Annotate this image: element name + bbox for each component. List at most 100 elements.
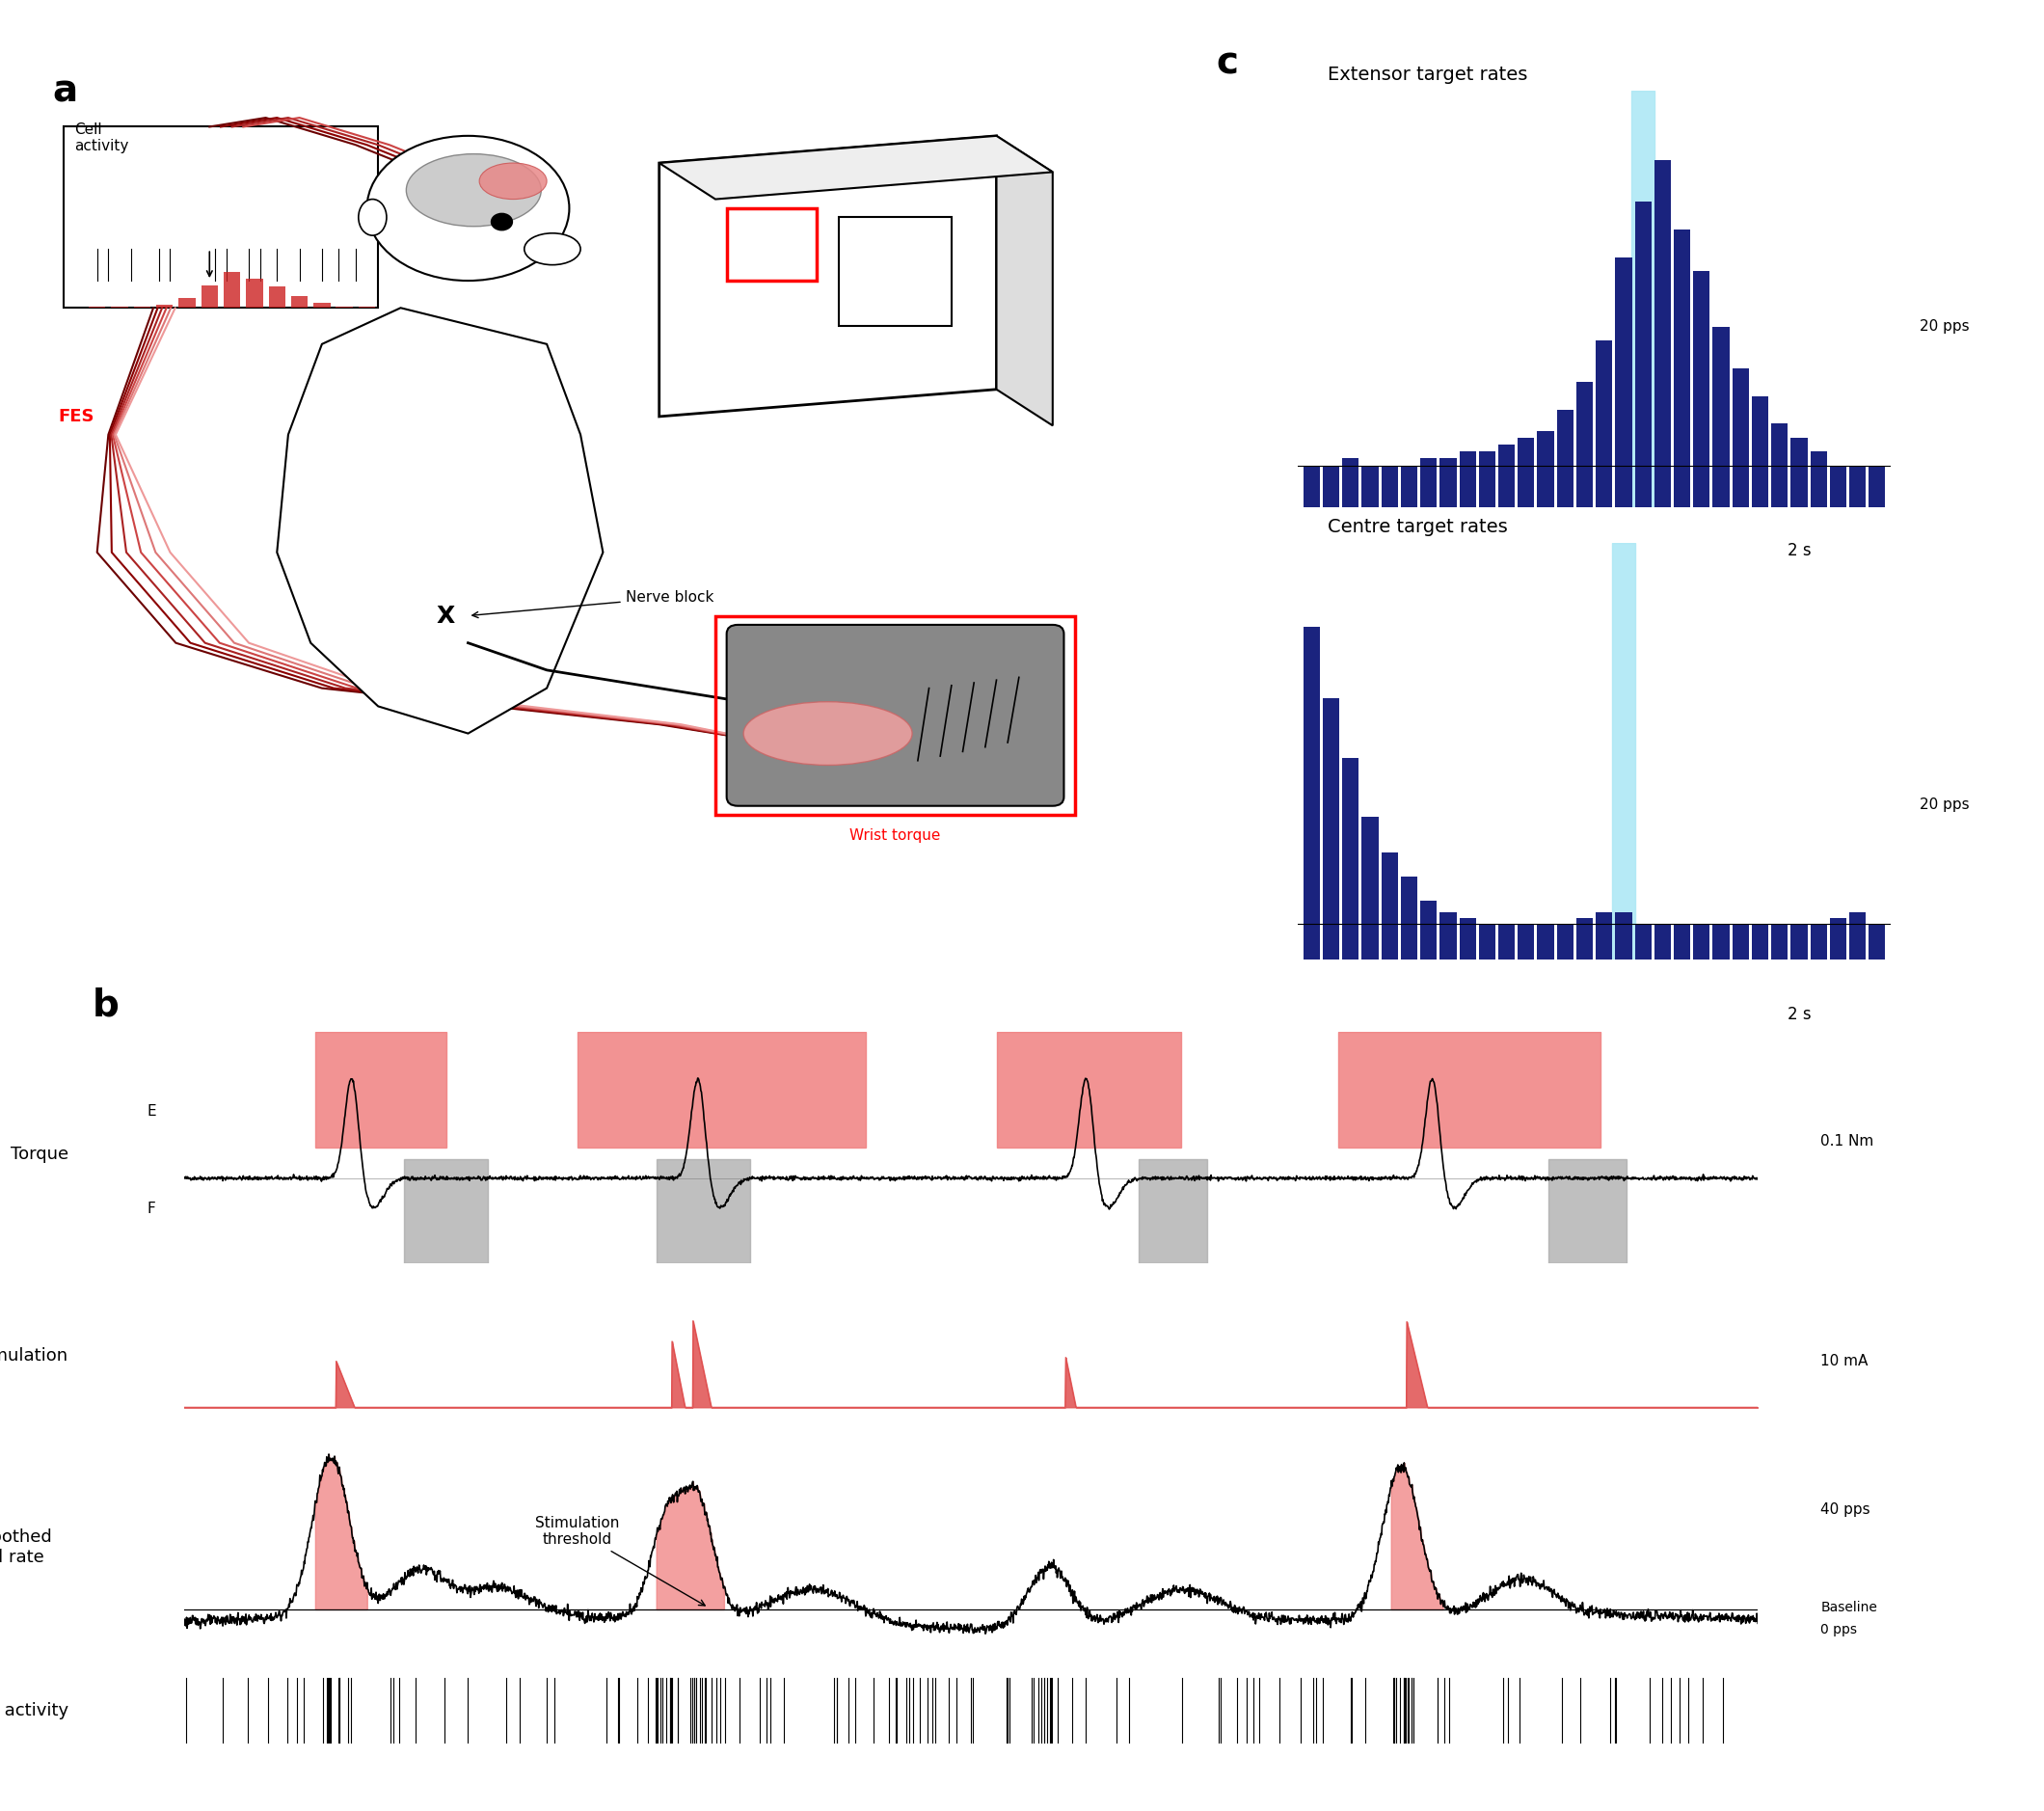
Text: Nerve block: Nerve block (472, 590, 713, 618)
Bar (1498, 924, 1515, 960)
Bar (1537, 431, 1553, 507)
Bar (1731, 924, 1750, 960)
Text: 2 s: 2 s (1786, 541, 1811, 560)
Bar (1304, 627, 1320, 960)
Bar (1654, 924, 1670, 960)
Polygon shape (997, 136, 1053, 426)
Bar (1791, 438, 1807, 507)
Bar (1635, 924, 1652, 960)
Bar (1692, 924, 1711, 960)
Bar (1772, 424, 1788, 507)
Text: Extensor target rates: Extensor target rates (1329, 65, 1527, 83)
Bar (1596, 340, 1613, 507)
Bar (1400, 877, 1416, 960)
Text: Stimulation: Stimulation (0, 1347, 69, 1364)
Bar (1519, 438, 1535, 507)
Bar (1547, 1159, 1627, 1264)
Bar (576, 1032, 867, 1148)
Text: Torque: Torque (10, 1145, 69, 1163)
Bar (1829, 918, 1846, 960)
Bar (223, 272, 241, 308)
Ellipse shape (523, 234, 580, 264)
Ellipse shape (744, 703, 912, 764)
Bar (1674, 230, 1690, 507)
Bar (1439, 458, 1457, 507)
Text: FES: FES (57, 407, 94, 426)
Bar (315, 1032, 446, 1148)
Bar (290, 297, 309, 308)
Bar (1139, 1159, 1206, 1264)
Bar (1752, 397, 1768, 507)
Bar (1361, 817, 1378, 960)
Bar (1339, 1032, 1600, 1148)
Bar (1731, 368, 1750, 507)
Polygon shape (658, 136, 997, 417)
Bar (1811, 924, 1827, 960)
Text: a: a (53, 72, 78, 109)
Bar (200, 284, 219, 308)
Bar (1322, 465, 1339, 507)
Text: 10 mA: 10 mA (1821, 1355, 1868, 1369)
Bar (1382, 853, 1398, 960)
Text: 0.1 Nm: 0.1 Nm (1821, 1134, 1874, 1148)
Bar (1868, 465, 1885, 507)
Bar (1713, 326, 1729, 507)
Polygon shape (278, 308, 603, 733)
Bar (1322, 697, 1339, 960)
Text: 20 pps: 20 pps (1919, 319, 1970, 333)
Bar (1304, 465, 1320, 507)
Polygon shape (658, 136, 1053, 199)
Text: Wrist torque: Wrist torque (850, 829, 940, 842)
Text: E: E (147, 1105, 157, 1119)
Text: 0 pps: 0 pps (1821, 1623, 1858, 1635)
Bar (715, 616, 1075, 815)
Bar (1498, 446, 1515, 507)
Bar (63, 127, 378, 308)
Ellipse shape (368, 136, 568, 281)
Bar (1576, 918, 1592, 960)
Bar (405, 1159, 489, 1264)
Text: Cell
activity: Cell activity (74, 123, 129, 154)
Bar (1674, 924, 1690, 960)
Bar (1421, 900, 1437, 960)
Bar (1713, 924, 1729, 960)
Bar (1850, 465, 1866, 507)
Bar (245, 279, 264, 308)
Bar (838, 217, 953, 326)
Bar (1439, 913, 1457, 960)
Bar (1382, 465, 1398, 507)
Text: Baseline: Baseline (1821, 1601, 1878, 1614)
Bar (1635, 201, 1652, 507)
Text: 20 pps: 20 pps (1919, 799, 1970, 813)
Text: Smoothed
cell rate: Smoothed cell rate (0, 1528, 53, 1567)
Bar (656, 1159, 750, 1264)
Ellipse shape (358, 199, 386, 235)
Bar (1752, 924, 1768, 960)
Ellipse shape (480, 163, 548, 199)
Bar (1791, 924, 1807, 960)
Bar (1343, 458, 1359, 507)
Text: b: b (92, 987, 119, 1023)
Bar (1421, 458, 1437, 507)
Bar (997, 1032, 1181, 1148)
Bar (1654, 159, 1670, 507)
Bar (1631, 91, 1656, 507)
Bar (1558, 924, 1574, 960)
FancyBboxPatch shape (728, 625, 1065, 806)
Text: Cell activity: Cell activity (0, 1702, 69, 1719)
Circle shape (491, 212, 513, 232)
Ellipse shape (407, 154, 542, 226)
Bar (1811, 451, 1827, 507)
Bar (1692, 272, 1711, 507)
Bar (178, 299, 196, 308)
Bar (1459, 451, 1476, 507)
Bar (1519, 924, 1535, 960)
Bar (313, 302, 331, 308)
Bar (1613, 543, 1635, 960)
Bar (1400, 465, 1416, 507)
Bar (1772, 924, 1788, 960)
Text: Centre target rates: Centre target rates (1329, 518, 1508, 536)
Bar (155, 304, 174, 308)
Bar (1615, 913, 1631, 960)
Bar (1596, 913, 1613, 960)
